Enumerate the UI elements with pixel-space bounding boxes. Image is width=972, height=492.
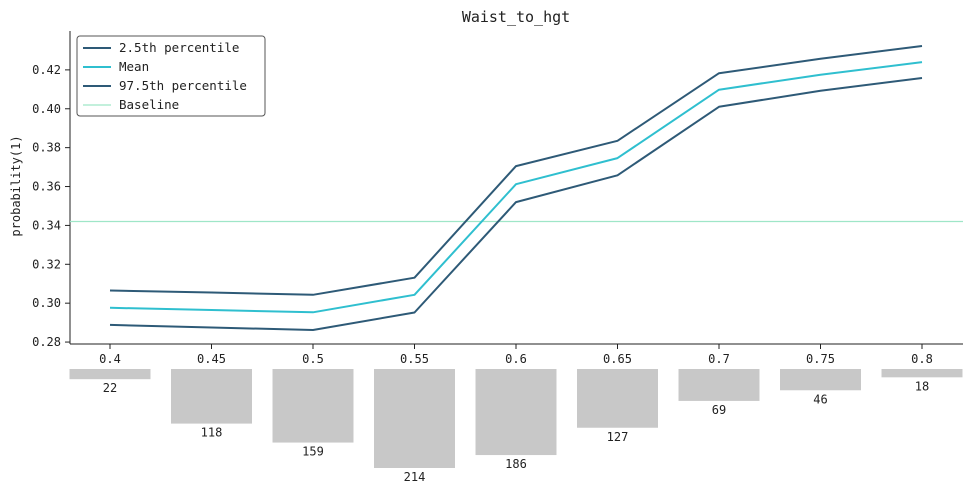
legend-label-baseline: Baseline [119,97,179,112]
count-bar [678,369,760,401]
y-tick-label: 0.38 [32,141,61,155]
count-bar [475,369,557,456]
series-line-upper [109,45,923,296]
count-label: 159 [302,445,324,459]
chart-title: Waist_to_hgt [462,8,570,26]
y-tick-label: 0.28 [32,335,61,349]
count-label: 18 [915,379,929,393]
x-tick-label: 0.6 [505,352,527,366]
series-lines [109,45,923,331]
count-bar [780,369,861,391]
count-label: 22 [103,381,117,395]
count-bar [69,369,151,380]
count-label: 214 [404,470,426,484]
y-tick-label: 0.32 [32,257,61,271]
x-tick-label: 0.8 [911,352,933,366]
x-tick-label: 0.75 [806,352,835,366]
y-tick-label: 0.42 [32,63,61,77]
x-tick-label: 0.55 [400,352,429,366]
count-label: 69 [712,403,726,417]
y-tick-label: 0.40 [32,102,61,116]
count-label: 118 [201,426,223,440]
y-tick-label: 0.34 [32,218,61,232]
y-tick-label: 0.30 [32,296,61,310]
x-tick-label: 0.4 [99,352,121,366]
count-label: 127 [607,430,629,444]
x-tick-label: 0.7 [708,352,730,366]
series-line-lower [109,77,923,331]
legend: 2.5th percentile Mean 97.5th percentile … [76,35,266,117]
series-line-mean [109,61,923,314]
y-ticks: 0.28 0.30 0.32 0.34 0.36 0.38 0.40 0.42 [32,63,70,349]
x-tick-label: 0.45 [197,352,226,366]
count-bars: 22 118 159 214 186 127 69 46 18 [69,369,963,484]
legend-label-mean: Mean [119,59,149,74]
y-axis-label: probability(1) [9,135,23,236]
count-bar [374,369,455,468]
y-tick-label: 0.36 [32,180,61,194]
x-ticks: 0.4 0.45 0.5 0.55 0.6 0.65 0.7 0.75 0.8 [99,344,933,366]
count-bar [272,369,354,443]
legend-label-upper: 97.5th percentile [119,78,247,93]
count-bar [171,369,252,424]
legend-label-lower: 2.5th percentile [119,40,239,55]
count-bar [577,369,658,428]
count-label: 46 [813,392,827,406]
count-label: 186 [505,457,527,471]
count-bar [881,369,963,378]
x-tick-label: 0.65 [603,352,632,366]
x-tick-label: 0.5 [302,352,324,366]
legend-box [76,35,266,117]
